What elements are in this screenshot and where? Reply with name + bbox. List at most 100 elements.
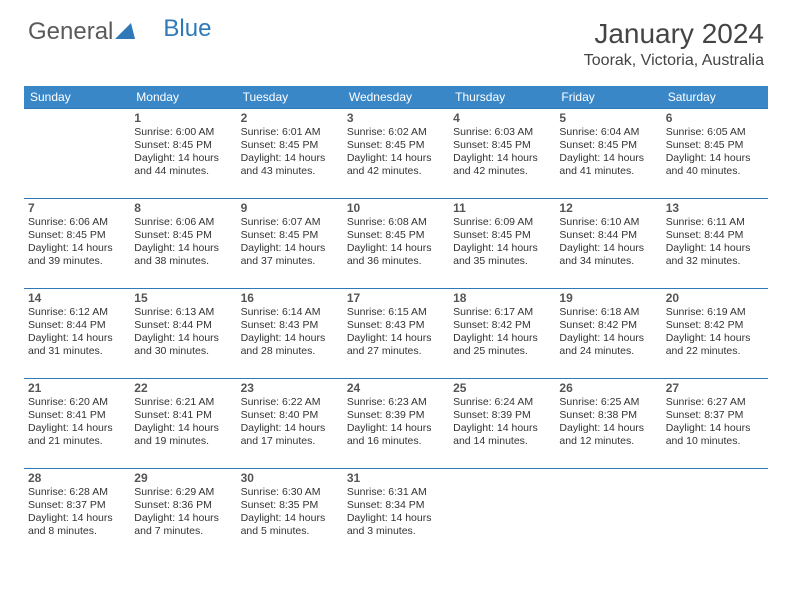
daylight-line: Daylight: 14 hours and 42 minutes. [347, 152, 445, 178]
daylight-line: Daylight: 14 hours and 41 minutes. [559, 152, 657, 178]
daylight-line: Daylight: 14 hours and 5 minutes. [241, 512, 339, 538]
sunrise-line: Sunrise: 6:21 AM [134, 396, 232, 409]
daylight-line: Daylight: 14 hours and 10 minutes. [666, 422, 764, 448]
sunrise-line: Sunrise: 6:06 AM [134, 216, 232, 229]
sunset-line: Sunset: 8:45 PM [134, 139, 232, 152]
sunrise-line: Sunrise: 6:17 AM [453, 306, 551, 319]
sunrise-line: Sunrise: 6:13 AM [134, 306, 232, 319]
sunset-line: Sunset: 8:41 PM [28, 409, 126, 422]
sunset-line: Sunset: 8:45 PM [347, 229, 445, 242]
sunset-line: Sunset: 8:45 PM [453, 139, 551, 152]
day-number: 18 [453, 291, 551, 305]
calendar-cell: 18Sunrise: 6:17 AMSunset: 8:42 PMDayligh… [449, 288, 555, 378]
sunrise-line: Sunrise: 6:10 AM [559, 216, 657, 229]
daylight-line: Daylight: 14 hours and 19 minutes. [134, 422, 232, 448]
calendar-cell [24, 108, 130, 198]
sunrise-line: Sunrise: 6:25 AM [559, 396, 657, 409]
sunset-line: Sunset: 8:40 PM [241, 409, 339, 422]
daylight-line: Daylight: 14 hours and 30 minutes. [134, 332, 232, 358]
weekday-header: Thursday [449, 86, 555, 108]
daylight-line: Daylight: 14 hours and 40 minutes. [666, 152, 764, 178]
calendar-cell: 1Sunrise: 6:00 AMSunset: 8:45 PMDaylight… [130, 108, 236, 198]
calendar-cell [555, 468, 661, 558]
calendar-cell: 16Sunrise: 6:14 AMSunset: 8:43 PMDayligh… [237, 288, 343, 378]
calendar-cell: 12Sunrise: 6:10 AMSunset: 8:44 PMDayligh… [555, 198, 661, 288]
sunrise-line: Sunrise: 6:20 AM [28, 396, 126, 409]
daylight-line: Daylight: 14 hours and 37 minutes. [241, 242, 339, 268]
day-number: 25 [453, 381, 551, 395]
day-number: 29 [134, 471, 232, 485]
day-number: 8 [134, 201, 232, 215]
calendar-row: 7Sunrise: 6:06 AMSunset: 8:45 PMDaylight… [24, 198, 768, 288]
daylight-line: Daylight: 14 hours and 35 minutes. [453, 242, 551, 268]
sunrise-line: Sunrise: 6:03 AM [453, 126, 551, 139]
sunset-line: Sunset: 8:43 PM [347, 319, 445, 332]
sunrise-line: Sunrise: 6:04 AM [559, 126, 657, 139]
sunset-line: Sunset: 8:44 PM [28, 319, 126, 332]
sunset-line: Sunset: 8:45 PM [241, 229, 339, 242]
weekday-header: Wednesday [343, 86, 449, 108]
sunset-line: Sunset: 8:42 PM [453, 319, 551, 332]
day-number: 7 [28, 201, 126, 215]
calendar-cell: 2Sunrise: 6:01 AMSunset: 8:45 PMDaylight… [237, 108, 343, 198]
sunrise-line: Sunrise: 6:18 AM [559, 306, 657, 319]
weekday-header: Friday [555, 86, 661, 108]
sunset-line: Sunset: 8:45 PM [241, 139, 339, 152]
sunrise-line: Sunrise: 6:15 AM [347, 306, 445, 319]
sunset-line: Sunset: 8:41 PM [134, 409, 232, 422]
sunset-line: Sunset: 8:45 PM [559, 139, 657, 152]
daylight-line: Daylight: 14 hours and 36 minutes. [347, 242, 445, 268]
calendar-row: 28Sunrise: 6:28 AMSunset: 8:37 PMDayligh… [24, 468, 768, 558]
page-title: January 2024 [584, 18, 764, 50]
daylight-line: Daylight: 14 hours and 31 minutes. [28, 332, 126, 358]
sunset-line: Sunset: 8:45 PM [666, 139, 764, 152]
sunrise-line: Sunrise: 6:19 AM [666, 306, 764, 319]
title-block: January 2024 Toorak, Victoria, Australia [584, 18, 764, 70]
sunrise-line: Sunrise: 6:08 AM [347, 216, 445, 229]
sunrise-line: Sunrise: 6:01 AM [241, 126, 339, 139]
day-number: 12 [559, 201, 657, 215]
calendar-cell: 25Sunrise: 6:24 AMSunset: 8:39 PMDayligh… [449, 378, 555, 468]
calendar-cell: 30Sunrise: 6:30 AMSunset: 8:35 PMDayligh… [237, 468, 343, 558]
calendar-table: SundayMondayTuesdayWednesdayThursdayFrid… [24, 86, 768, 558]
daylight-line: Daylight: 14 hours and 39 minutes. [28, 242, 126, 268]
sunrise-line: Sunrise: 6:30 AM [241, 486, 339, 499]
day-number: 26 [559, 381, 657, 395]
sunrise-line: Sunrise: 6:02 AM [347, 126, 445, 139]
day-number: 9 [241, 201, 339, 215]
day-number: 2 [241, 111, 339, 125]
sunrise-line: Sunrise: 6:09 AM [453, 216, 551, 229]
sunset-line: Sunset: 8:38 PM [559, 409, 657, 422]
sunrise-line: Sunrise: 6:07 AM [241, 216, 339, 229]
sunset-line: Sunset: 8:39 PM [347, 409, 445, 422]
daylight-line: Daylight: 14 hours and 8 minutes. [28, 512, 126, 538]
daylight-line: Daylight: 14 hours and 43 minutes. [241, 152, 339, 178]
day-number: 30 [241, 471, 339, 485]
weekday-header: Monday [130, 86, 236, 108]
calendar-cell: 14Sunrise: 6:12 AMSunset: 8:44 PMDayligh… [24, 288, 130, 378]
calendar-cell [449, 468, 555, 558]
sunrise-line: Sunrise: 6:12 AM [28, 306, 126, 319]
location: Toorak, Victoria, Australia [584, 52, 764, 70]
sunset-line: Sunset: 8:44 PM [666, 229, 764, 242]
daylight-line: Daylight: 14 hours and 3 minutes. [347, 512, 445, 538]
day-number: 22 [134, 381, 232, 395]
header: General Blue January 2024 Toorak, Victor… [0, 0, 792, 78]
daylight-line: Daylight: 14 hours and 14 minutes. [453, 422, 551, 448]
triangle-icon [115, 18, 135, 46]
sunset-line: Sunset: 8:39 PM [453, 409, 551, 422]
day-number: 31 [347, 471, 445, 485]
calendar-cell: 5Sunrise: 6:04 AMSunset: 8:45 PMDaylight… [555, 108, 661, 198]
sunrise-line: Sunrise: 6:31 AM [347, 486, 445, 499]
daylight-line: Daylight: 14 hours and 7 minutes. [134, 512, 232, 538]
calendar-cell: 19Sunrise: 6:18 AMSunset: 8:42 PMDayligh… [555, 288, 661, 378]
sunrise-line: Sunrise: 6:06 AM [28, 216, 126, 229]
calendar-cell: 4Sunrise: 6:03 AMSunset: 8:45 PMDaylight… [449, 108, 555, 198]
day-number: 1 [134, 111, 232, 125]
sunset-line: Sunset: 8:35 PM [241, 499, 339, 512]
calendar-header-row: SundayMondayTuesdayWednesdayThursdayFrid… [24, 86, 768, 108]
sunrise-line: Sunrise: 6:05 AM [666, 126, 764, 139]
day-number: 28 [28, 471, 126, 485]
day-number: 14 [28, 291, 126, 305]
day-number: 10 [347, 201, 445, 215]
